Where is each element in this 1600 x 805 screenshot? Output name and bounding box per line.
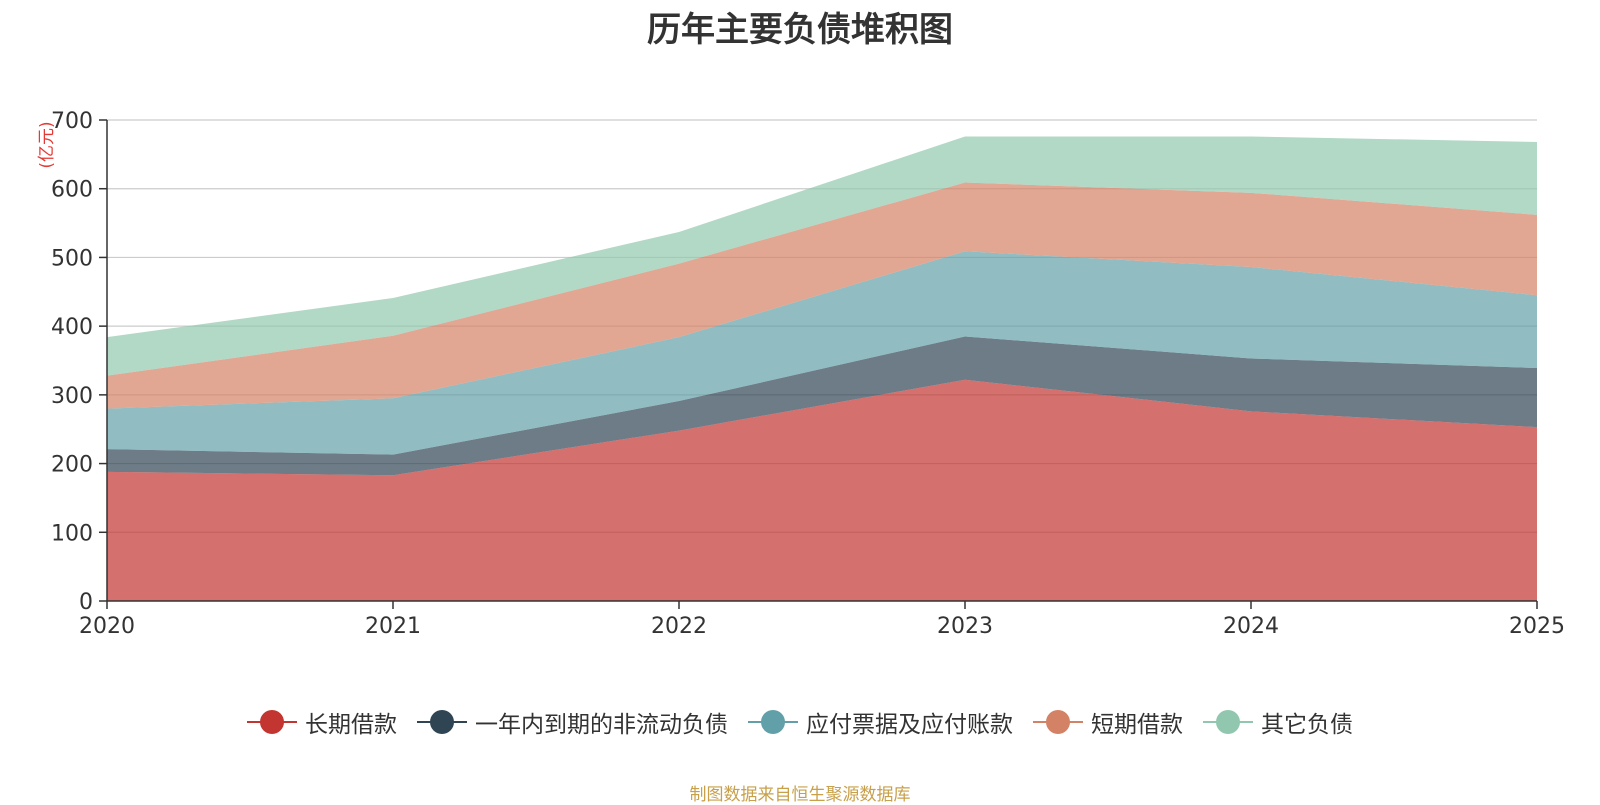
- chart-title: 历年主要负债堆积图: [647, 10, 953, 50]
- x-tick-label: 2024: [1223, 614, 1279, 639]
- legend-marker: [1203, 708, 1253, 736]
- y-tick-label: 500: [51, 246, 93, 271]
- area-series-1[interactable]: [107, 336, 1537, 476]
- legend-marker: [1033, 708, 1083, 736]
- y-axis-unit: (亿元): [37, 121, 57, 168]
- legend-item[interactable]: 一年内到期的非流动负债: [417, 705, 728, 739]
- legend-label: 长期借款: [305, 712, 397, 738]
- area-series-2[interactable]: [107, 251, 1537, 455]
- y-tick-label: 700: [51, 109, 93, 134]
- legend-label: 其它负债: [1261, 712, 1353, 738]
- area-layer: [107, 136, 1537, 601]
- area-series-0[interactable]: [107, 379, 1537, 601]
- legend-item[interactable]: 短期借款: [1033, 705, 1183, 739]
- legend-item[interactable]: 应付票据及应付账款: [748, 705, 1013, 739]
- legend-marker: [247, 708, 297, 736]
- legend-label: 短期借款: [1091, 712, 1183, 738]
- x-tick-label: 2021: [365, 614, 421, 639]
- legend-label: 一年内到期的非流动负债: [475, 712, 728, 738]
- x-tick-label: 2022: [651, 614, 707, 639]
- area-series-3[interactable]: [107, 182, 1537, 409]
- y-tick-label: 400: [51, 315, 93, 340]
- legend-marker: [748, 708, 798, 736]
- area-series-4[interactable]: [107, 136, 1537, 376]
- y-tick-label: 300: [51, 384, 93, 409]
- y-tick-label: 0: [79, 590, 93, 615]
- y-tick-label: 200: [51, 453, 93, 478]
- legend-item[interactable]: 长期借款: [247, 705, 397, 739]
- data-source-note: 制图数据来自恒生聚源数据库: [689, 785, 911, 805]
- legend-label: 应付票据及应付账款: [806, 712, 1013, 738]
- x-tick-label: 2023: [937, 614, 993, 639]
- legend-item[interactable]: 其它负债: [1203, 705, 1353, 739]
- y-tick-label: 600: [51, 178, 93, 203]
- legend-marker: [417, 708, 467, 736]
- x-tick-label: 2025: [1509, 614, 1565, 639]
- legend: 长期借款 一年内到期的非流动负债 应付票据及应付账款 短期借款 其它负债: [0, 705, 1600, 739]
- axis-layer: 0 100 200 300 400 500 600 700 2020 2021 2022 2023 20…: [51, 109, 1565, 639]
- y-tick-label: 100: [51, 521, 93, 546]
- x-tick-label: 2020: [79, 614, 135, 639]
